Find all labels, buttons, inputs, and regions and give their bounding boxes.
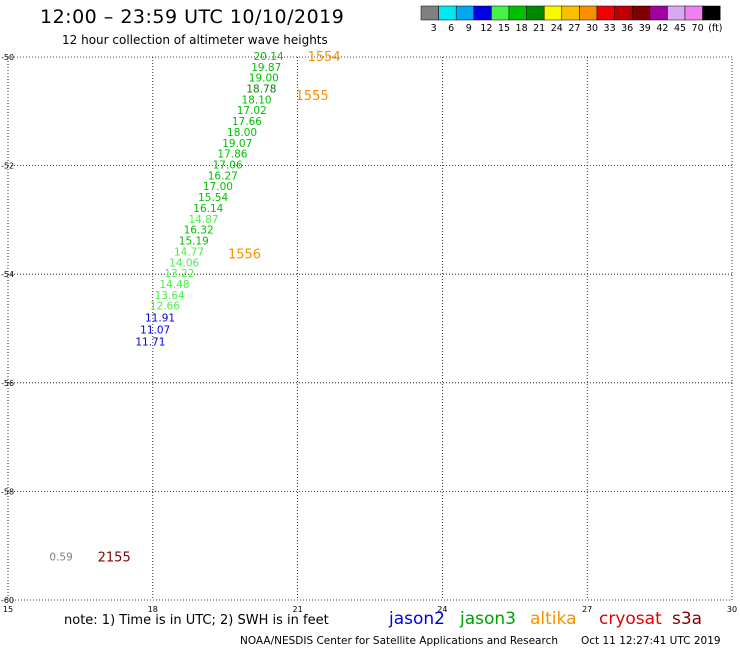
legend-label: 24	[551, 23, 563, 34]
wave-height-point: 11.71	[135, 337, 165, 349]
wave-height-point: 13.64	[155, 290, 185, 302]
legend-swatch	[561, 5, 580, 21]
x-tick-label: 24	[437, 605, 447, 614]
satellite-label-cryosat: cryosat	[599, 609, 662, 629]
legend-label: 21	[533, 23, 545, 34]
legend-label: 45	[674, 23, 686, 34]
wave-height-point: 17.02	[237, 105, 267, 117]
pass-time-annotation: 1556	[228, 248, 261, 263]
wave-height-point: 14.77	[174, 246, 204, 258]
wave-height-point: 15.19	[179, 236, 209, 248]
legend-swatch	[543, 5, 563, 21]
x-tick-label: 15	[3, 605, 13, 614]
wave-height-point: 18.10	[242, 94, 272, 106]
plot-frame	[7, 56, 733, 601]
wave-height-point: 15.54	[198, 192, 228, 204]
legend-swatch	[667, 5, 686, 21]
generation-timestamp: Oct 11 12:27:41 UTC 2019	[581, 635, 721, 647]
page-title: 12:00 – 23:59 UTC 10/10/2019	[40, 6, 345, 28]
wave-height-point: 14.48	[159, 279, 189, 291]
legend-label: 70	[692, 23, 704, 34]
y-tick-label: -50	[1, 53, 14, 62]
wave-height-point: 18.78	[246, 83, 276, 95]
chart-axes: 15 18 21 24 27 30 -50 -52 -54 -56 -58 -60	[1, 53, 737, 614]
wave-height-point: 19.87	[251, 62, 281, 74]
wave-height-point: 11.07	[140, 325, 170, 337]
wave-height-point: 13.22	[164, 268, 194, 280]
legend-label: 15	[498, 23, 510, 34]
x-tick-label: 18	[148, 605, 158, 614]
legend-label: 6	[448, 23, 454, 34]
legend-label: 39	[639, 23, 651, 34]
y-tick-label: -58	[1, 487, 14, 496]
wave-height-point: 20.14	[254, 51, 284, 63]
wave-height-point: 17.00	[203, 181, 233, 193]
pass-time-annotation: 1554	[308, 50, 341, 65]
legend-swatch	[631, 5, 651, 21]
x-tick-label: 21	[293, 605, 303, 614]
legend-swatch	[702, 5, 721, 21]
satellite-label-s3a: s3a	[672, 609, 703, 629]
legend-swatch	[649, 5, 668, 21]
wave-height-point: 17.06	[213, 160, 243, 172]
legend-swatch	[438, 5, 457, 21]
legend-swatch	[473, 5, 492, 21]
wave-height-point: 16.14	[193, 203, 223, 215]
wave-height-point: 19.07	[222, 138, 252, 150]
color-legend: 3 6 9 12 15 18 21 24 27 30 33 36 39 42 45 70 (ft)	[420, 5, 723, 34]
legend-swatch	[420, 5, 439, 21]
legend-label: 33	[604, 23, 616, 34]
legend-swatch	[508, 5, 527, 21]
satellite-label-altika: altika	[530, 609, 577, 629]
pass-time-annotation: 1555	[296, 89, 329, 104]
wave-height-point: 11.91	[145, 313, 175, 325]
legend-label: 3	[431, 23, 437, 34]
pass-time-annotation: 2155	[98, 551, 131, 566]
wave-height-point: 14.06	[169, 257, 199, 269]
legend-label: 12	[480, 23, 492, 34]
chart-grid	[7, 56, 733, 601]
wave-height-point: 0.59	[49, 552, 72, 564]
wave-height-point: 14.87	[188, 214, 218, 226]
legend-label: 42	[656, 23, 668, 34]
legend-label: 27	[568, 23, 580, 34]
wave-height-point: 16.27	[208, 170, 238, 182]
wave-height-point: 16.32	[184, 225, 214, 237]
wave-height-point: 18.00	[227, 127, 257, 139]
page-subtitle: 12 hour collection of altimeter wave hei…	[62, 33, 328, 47]
wave-height-point: 17.66	[232, 116, 262, 128]
legend-swatch	[579, 5, 598, 21]
satellite-label-jason2: jason2	[389, 609, 445, 629]
y-tick-label: -52	[1, 162, 14, 171]
y-tick-label: -54	[1, 270, 14, 279]
wave-height-point: 17.86	[217, 149, 247, 161]
credit-text: NOAA/NESDIS Center for Satellite Applica…	[240, 635, 558, 647]
legend-swatch	[455, 5, 475, 21]
legend-label: 18	[516, 23, 528, 34]
legend-label: 30	[586, 23, 598, 34]
legend-swatch	[684, 5, 703, 21]
legend-swatch	[491, 5, 510, 21]
legend-swatch	[614, 5, 633, 21]
satellite-label-jason3: jason3	[460, 609, 516, 629]
data-points: 20.1419.8719.0018.7818.1017.0217.6618.00…	[49, 50, 340, 566]
y-tick-label: -60	[1, 596, 14, 605]
legend-label: 9	[466, 23, 472, 34]
footer-note: note: 1) Time is in UTC; 2) SWH is in fe…	[64, 613, 329, 628]
legend-label: 36	[621, 23, 633, 34]
legend-swatch	[526, 5, 545, 21]
legend-swatch	[596, 5, 615, 21]
x-tick-label: 27	[582, 605, 592, 614]
wave-height-point: 12.66	[150, 301, 180, 313]
x-tick-label: 30	[727, 605, 737, 614]
y-tick-label: -56	[1, 379, 14, 388]
wave-height-point: 19.00	[249, 73, 279, 85]
legend-unit: (ft)	[708, 23, 722, 34]
